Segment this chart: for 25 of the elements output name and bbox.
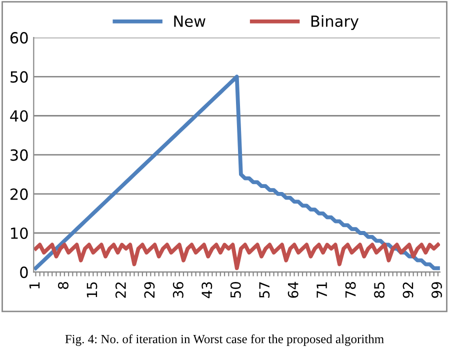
x-tick-label: 36: [172, 282, 184, 298]
x-tick-label: 15: [86, 282, 98, 298]
y-tick-label: 10: [11, 227, 28, 240]
y-tick-label: 40: [10, 110, 28, 122]
x-tick-label: 85: [374, 282, 385, 298]
legend-label: New: [174, 16, 206, 27]
x-tick-label: 29: [144, 282, 155, 298]
x-tick-label: 43: [202, 282, 212, 298]
x-tick-label: 71: [316, 282, 327, 298]
x-tick-label: 50: [230, 282, 241, 298]
x-tick-label: 8: [58, 282, 68, 290]
y-tick-label: 0: [20, 266, 28, 278]
y-tick-label: 30: [10, 149, 28, 161]
x-tick-label: 57: [259, 282, 270, 298]
y-tick-label: 50: [10, 71, 28, 83]
y-tick-label: 20: [10, 188, 28, 200]
x-tick-label: 22: [115, 282, 126, 298]
caption: Fig. 4: No. of iteration in Worst case for the proposed algorithm: [65, 334, 384, 346]
x-tick-label: 64: [288, 282, 298, 298]
x-tick-label: 78: [345, 282, 356, 298]
y-tick-label: 60: [10, 32, 28, 44]
x-tick-label: 1: [29, 282, 40, 288]
x-tick-label: 92: [402, 282, 414, 298]
legend-label: Binary: [311, 15, 359, 30]
x-tick-label: 99: [431, 282, 442, 298]
